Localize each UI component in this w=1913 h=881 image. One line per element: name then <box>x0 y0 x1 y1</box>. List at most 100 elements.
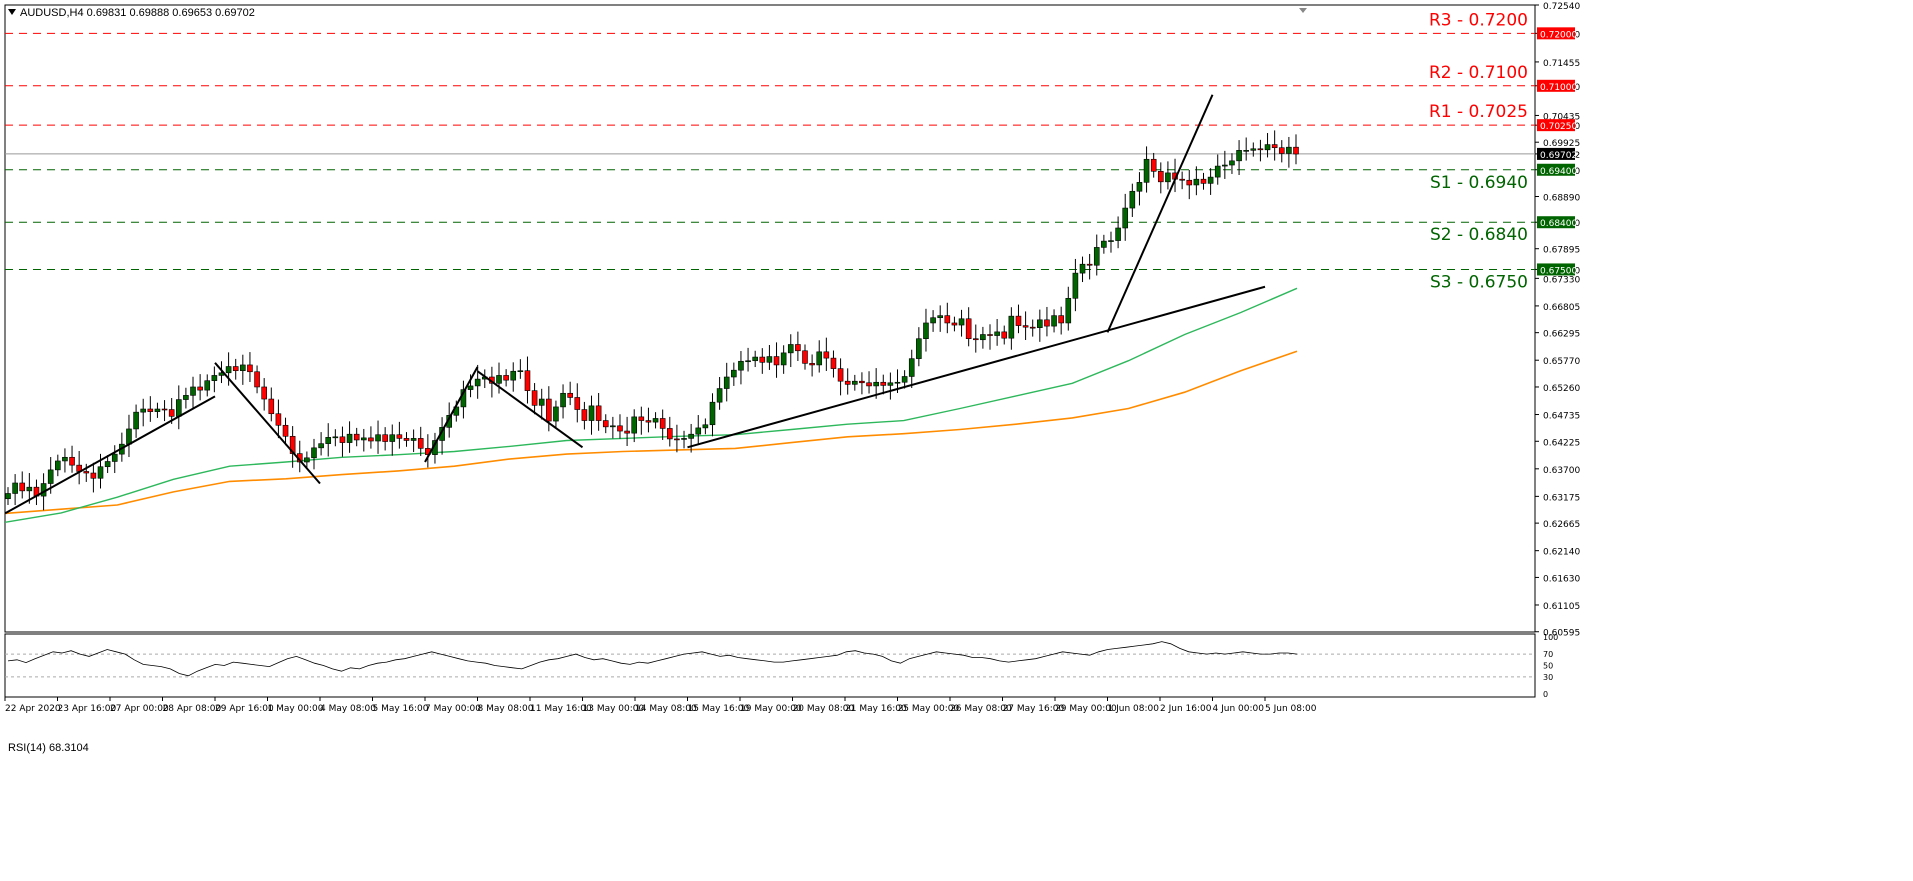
trendline-5 <box>687 285 1266 449</box>
candle-body <box>1143 158 1150 183</box>
candle <box>908 349 915 389</box>
candle-body <box>901 376 908 383</box>
candle <box>1264 133 1271 158</box>
candle-body <box>602 420 609 428</box>
level-label-r3: R3 - 0.7200 <box>1429 10 1528 30</box>
candle <box>19 471 26 499</box>
candle-body <box>624 430 630 434</box>
candle-body <box>1214 165 1221 178</box>
candle <box>111 445 118 474</box>
candle-body <box>702 424 709 429</box>
candle <box>1058 306 1064 335</box>
candle <box>1165 161 1171 190</box>
candle-body <box>1136 182 1143 192</box>
candle-body <box>396 434 403 439</box>
candle <box>161 400 168 422</box>
candle-body <box>823 351 830 359</box>
candle <box>304 451 310 469</box>
candle <box>1222 150 1228 179</box>
price-tick-label: 0.61105 <box>1543 602 1580 612</box>
candle <box>1079 256 1086 283</box>
time-tick-label: 23 Apr 16:00 <box>58 704 117 714</box>
candle <box>624 416 630 446</box>
candle-body <box>1115 227 1121 241</box>
candle-body <box>1037 319 1043 328</box>
candle <box>282 417 289 446</box>
candle-body <box>361 437 367 441</box>
candle-body <box>1129 190 1136 209</box>
level-tag-bg-s2 <box>1537 216 1575 229</box>
level-tag-bg-r2 <box>1537 79 1575 92</box>
candle-body <box>852 380 858 385</box>
candle <box>987 324 993 350</box>
price-tick-label: 0.67330 <box>1543 275 1580 285</box>
candle-body <box>1229 160 1235 166</box>
candle <box>1065 286 1072 331</box>
time-tick-label: 4 Jun 00:00 <box>1213 704 1265 714</box>
candle <box>1037 309 1043 342</box>
candle <box>339 426 346 457</box>
candle-body <box>175 399 182 417</box>
scroll-marker-icon <box>1299 8 1307 13</box>
time-tick-label: 1 Jun 08:00 <box>1108 704 1160 714</box>
current-price-tag: 0.69702 <box>1540 151 1577 161</box>
trendline-2 <box>214 362 321 485</box>
candle <box>5 487 11 506</box>
candle-body <box>382 434 388 442</box>
level-label-r1: R1 - 0.7025 <box>1429 102 1528 122</box>
candle <box>396 421 403 449</box>
time-tick-label: 20 May 08:00 <box>793 704 855 714</box>
price-tick-label: 0.61630 <box>1543 574 1580 584</box>
candle <box>994 319 1000 346</box>
candle-body <box>531 390 538 406</box>
candles <box>5 130 1299 511</box>
level-label-s3: S3 - 0.6750 <box>1430 272 1528 292</box>
candle <box>1072 258 1079 312</box>
candle <box>140 398 147 427</box>
candle-body <box>553 406 559 422</box>
candle-body <box>268 398 275 415</box>
candle-body <box>346 433 353 443</box>
candle <box>595 393 602 431</box>
candle-body <box>524 370 531 391</box>
candle-body <box>574 397 581 410</box>
candle-body <box>887 382 894 386</box>
candle-body <box>1101 240 1107 248</box>
rsi-panel-frame <box>4 633 1536 698</box>
open-value: 0.69831 <box>86 7 127 19</box>
candle <box>1257 139 1264 162</box>
candle-body <box>1086 263 1093 266</box>
candle <box>538 388 545 420</box>
candle-body <box>1072 272 1079 299</box>
candle <box>951 316 958 332</box>
dropdown-triangle-icon[interactable] <box>8 9 16 15</box>
candle-body <box>645 420 652 423</box>
price-tick-label: 0.60595 <box>1543 629 1580 639</box>
candle-body <box>1257 148 1264 151</box>
candle <box>240 354 246 385</box>
candle-body <box>546 398 552 422</box>
candle <box>154 402 161 418</box>
candle <box>332 429 339 447</box>
candle-body <box>1008 315 1015 339</box>
candle <box>795 331 801 361</box>
candle <box>560 384 566 419</box>
candle <box>695 415 702 445</box>
candle-body <box>5 493 11 500</box>
candle <box>474 364 481 399</box>
candle <box>1193 166 1200 196</box>
candle <box>1200 172 1207 190</box>
candle-body <box>410 438 417 441</box>
candle <box>745 347 751 372</box>
candle-body <box>1022 325 1029 328</box>
candle-body <box>666 428 673 440</box>
candle-body <box>908 358 915 377</box>
candle-body <box>311 447 317 459</box>
candle <box>809 354 815 377</box>
candle <box>1093 234 1100 276</box>
candle <box>1129 183 1136 217</box>
candle-body <box>225 366 232 374</box>
candle-body <box>830 357 837 369</box>
level-tag-bg-s3 <box>1537 263 1575 276</box>
